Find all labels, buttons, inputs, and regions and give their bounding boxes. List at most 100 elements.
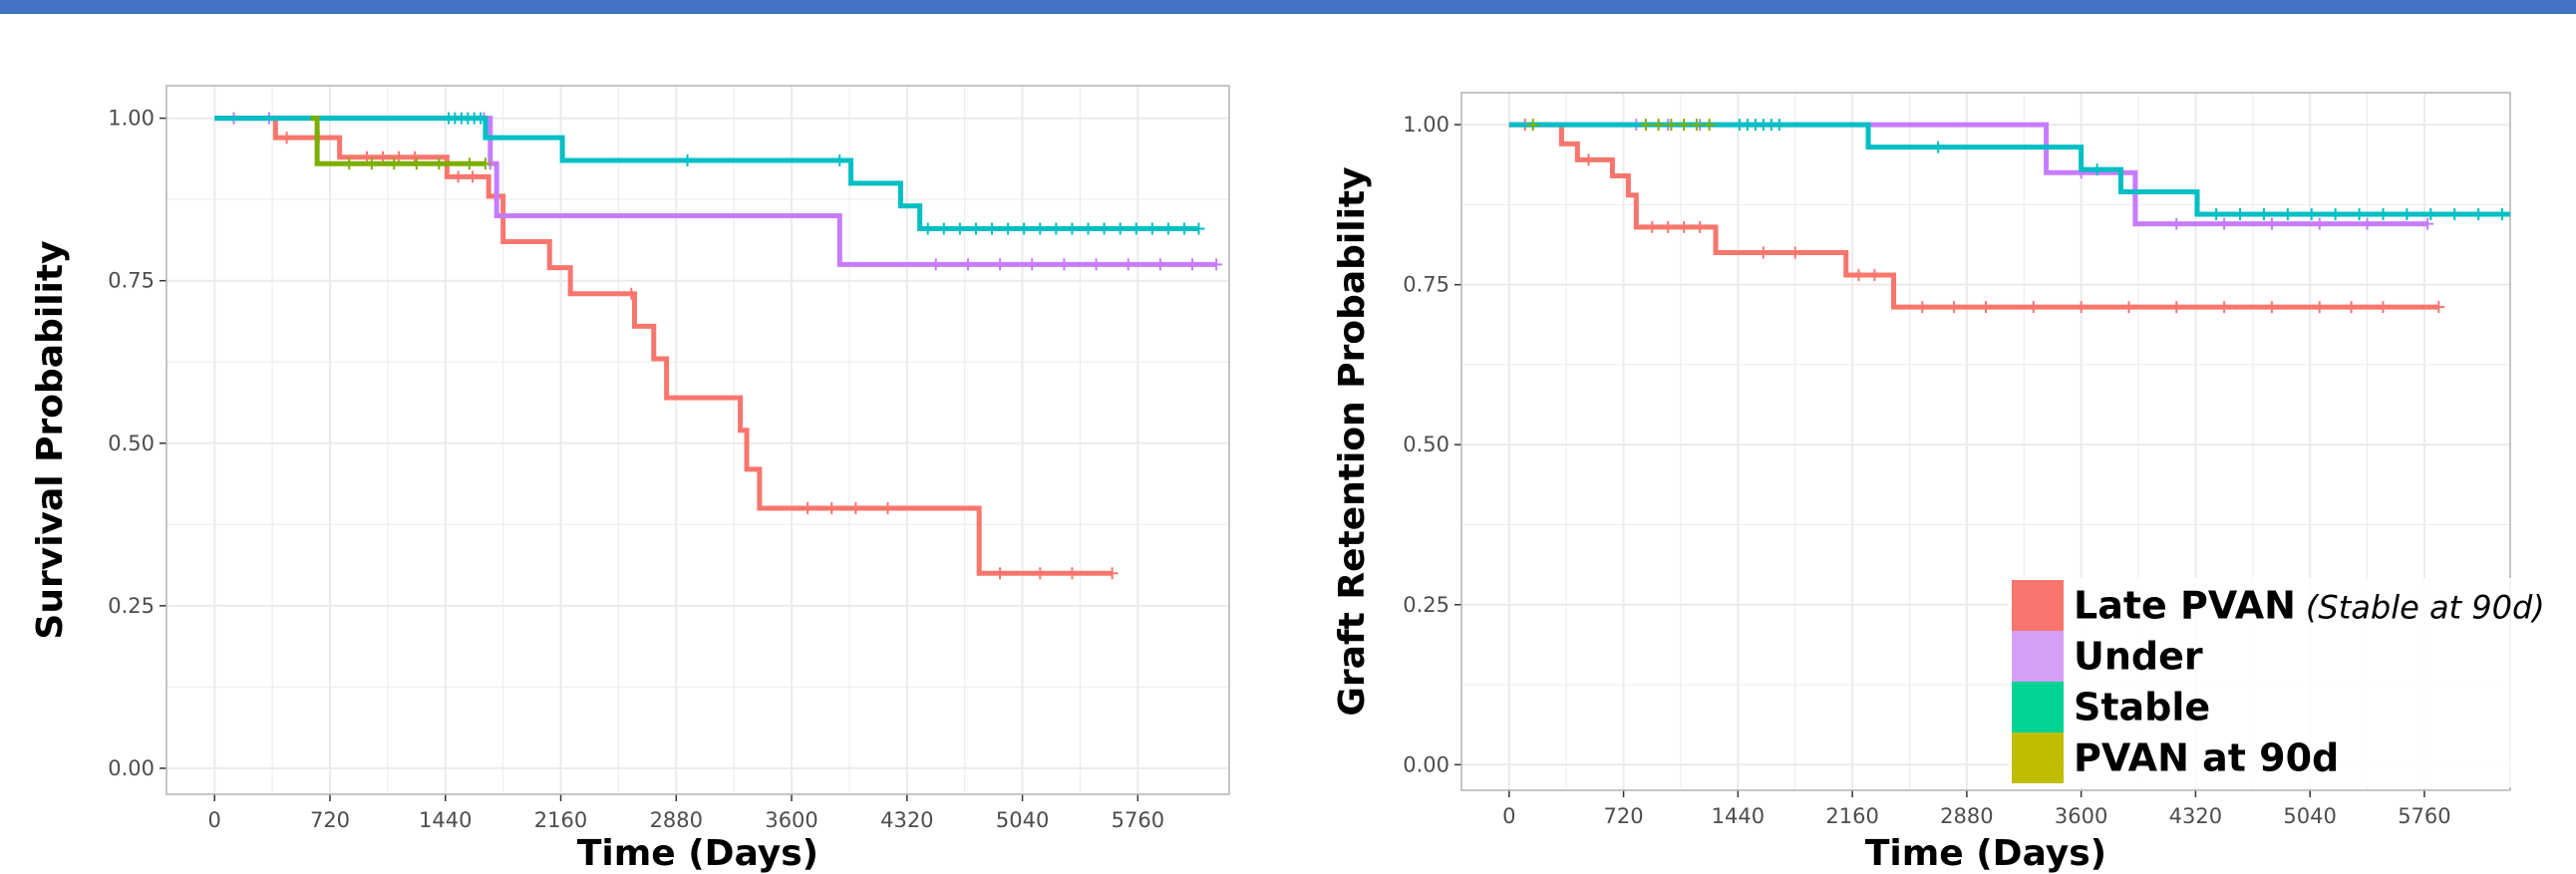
censor-mark-stable <box>1018 222 1031 235</box>
censor-mark-under <box>2170 217 2183 230</box>
censor-mark-stable <box>2424 208 2437 221</box>
censor-mark-stable <box>2210 208 2223 221</box>
censor-mark-late_pvan <box>1066 567 1079 580</box>
censor-mark-late_pvan <box>1948 301 1961 314</box>
censor-mark-late_pvan <box>1868 269 1881 282</box>
censor-mark-late_pvan <box>849 501 862 514</box>
censor-mark-under <box>1210 258 1223 271</box>
censor-mark-late_pvan <box>1662 220 1675 233</box>
panel-border <box>1460 92 2511 791</box>
censor-mark-stable <box>1066 222 1079 235</box>
y-tick-label: 0.50 <box>108 432 155 455</box>
censor-mark-stable <box>1192 222 1205 235</box>
y-tick-label: 0.50 <box>1403 433 1449 456</box>
censor-mark-stable <box>2234 208 2247 221</box>
y-tick-label: 1.00 <box>108 107 155 131</box>
x-tick-label: 2880 <box>1940 804 1993 828</box>
censor-mark-under <box>1058 258 1071 271</box>
x-tick-label: 5040 <box>2283 804 2336 828</box>
censor-mark-stable <box>1098 222 1111 235</box>
y-tick-label: 0.25 <box>1403 593 1449 617</box>
censor-mark-stable <box>2496 208 2509 221</box>
censor-mark-pvan90 <box>410 157 423 170</box>
censor-mark-stable <box>2091 163 2103 176</box>
x-axis-title: Time (Days) <box>1865 833 2106 874</box>
legend-background <box>2008 578 2516 787</box>
censor-mark-stable <box>1145 222 1158 235</box>
x-tick-label: 4320 <box>880 808 933 832</box>
censor-mark-under <box>1026 258 1039 271</box>
censor-mark-stable <box>1129 222 1142 235</box>
censor-mark-stable <box>2305 208 2318 221</box>
censor-mark-stable <box>2329 208 2342 221</box>
censor-mark-stable <box>921 222 934 235</box>
series-line-under <box>214 116 1217 267</box>
x-tick-label: 0 <box>208 808 221 832</box>
censor-mark-late_pvan <box>625 287 638 300</box>
censor-mark-under <box>2218 217 2231 230</box>
censor-mark-stable <box>1034 222 1047 235</box>
censor-mark-stable <box>2281 208 2294 221</box>
survival-chart: 0 720 1440 2160 2880 3600 4320 5040 5760 0.00 0.25… <box>30 85 1230 874</box>
censor-mark-stable <box>1082 222 1095 235</box>
censor-mark-late_pvan <box>377 150 390 163</box>
x-tick-label: 3600 <box>2055 804 2107 828</box>
censor-mark-stable <box>475 112 487 125</box>
series-line-under <box>1508 122 2428 227</box>
censor-mark-late_pvan <box>2432 301 2445 314</box>
censor-mark-late_pvan <box>360 150 373 163</box>
censor-mark-pvan90 <box>463 157 476 170</box>
censor-mark-stable <box>1177 222 1190 235</box>
censor-mark-stable <box>2377 208 2390 221</box>
censor-mark-pvan90 <box>433 157 446 170</box>
censor-mark-pvan90 <box>1639 119 1652 132</box>
censor-mark-pvan90 <box>1678 119 1691 132</box>
censor-mark-late_pvan <box>802 501 814 514</box>
censor-mark-stable <box>833 154 846 167</box>
censor-mark-late_pvan <box>825 501 838 514</box>
legend-note: (Stable at 90d) <box>2306 589 2545 627</box>
legend-label: Under <box>2074 635 2203 679</box>
censor-mark-pvan90 <box>479 157 491 170</box>
y-tick-label: 0.00 <box>108 756 155 780</box>
censor-mark-stable <box>681 154 694 167</box>
legend-swatch <box>2012 631 2064 682</box>
y-axis-title: Survival Probability <box>30 240 71 639</box>
censor-mark-late_pvan <box>2345 301 2358 314</box>
censor-mark-pvan90 <box>1703 119 1716 132</box>
censor-mark-late_pvan <box>2122 301 2135 314</box>
censor-mark-late_pvan <box>1980 301 1992 314</box>
censor-mark-late_pvan <box>881 501 894 514</box>
series-line-late_pvan <box>214 116 1113 576</box>
censor-mark-stable <box>2353 208 2366 221</box>
censor-mark-under <box>929 258 942 271</box>
censor-mark-stable <box>953 222 966 235</box>
x-tick-label: 5760 <box>2398 804 2450 828</box>
censor-mark-late_pvan <box>467 170 480 183</box>
legend: Late PVAN (Stable at 90d) Under Stable PVAN … <box>2008 578 2545 787</box>
plot-area <box>214 112 1223 580</box>
x-tick-label: 0 <box>1502 804 1515 828</box>
x-tick-label: 4320 <box>2169 804 2222 828</box>
censor-mark-late_pvan <box>1034 567 1047 580</box>
plot-area <box>1508 119 2510 314</box>
x-tick-label: 1440 <box>419 808 472 832</box>
censor-mark-late_pvan <box>1852 269 1865 282</box>
censor-mark-late_pvan <box>1106 567 1119 580</box>
censor-mark-late_pvan <box>2170 301 2183 314</box>
censor-mark-late_pvan <box>2218 301 2231 314</box>
legend-label: Stable <box>2074 686 2210 729</box>
censor-mark-stable <box>1050 222 1063 235</box>
x-axis-title: Time (Days) <box>577 833 818 874</box>
series-line-stable <box>214 116 1199 232</box>
censor-mark-stable <box>969 222 982 235</box>
y-tick-label: 1.00 <box>1403 113 1449 137</box>
censor-mark-pvan90 <box>1526 119 1539 132</box>
censor-mark-late_pvan <box>2313 301 2326 314</box>
censor-mark-late_pvan <box>393 150 406 163</box>
censor-mark-pvan90 <box>1665 119 1678 132</box>
censor-mark-under <box>994 258 1007 271</box>
censor-mark-stable <box>2401 208 2414 221</box>
x-tick-label: 2160 <box>1825 804 1878 828</box>
censor-mark-pvan90 <box>1690 119 1703 132</box>
